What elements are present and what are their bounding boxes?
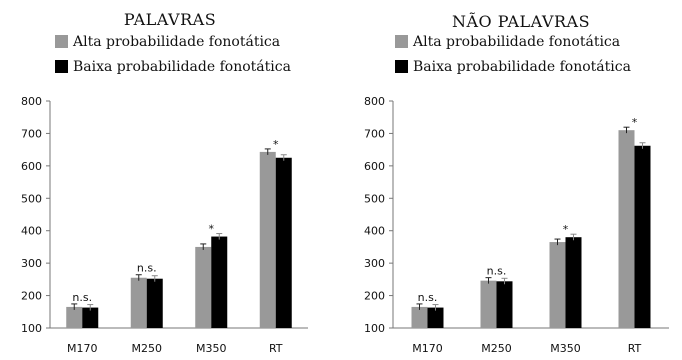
x-category-label: RT — [628, 342, 642, 355]
y-tick-label: 600 — [21, 160, 42, 173]
y-tick-label: 200 — [21, 290, 42, 303]
y-tick-label: 200 — [364, 290, 385, 303]
x-category-label: M250 — [132, 342, 163, 355]
y-tick-label: 500 — [364, 192, 385, 205]
significance-annotation: n.s. — [137, 262, 157, 275]
legend-swatch-0 — [395, 35, 408, 48]
significance-annotation: * — [209, 223, 215, 236]
legend-swatch-1 — [395, 60, 408, 73]
bar-m350-series-1 — [565, 237, 582, 328]
bar-m250-series-0 — [130, 277, 147, 328]
significance-annotation: n.s. — [72, 291, 92, 304]
bar-m250-series-1 — [146, 278, 163, 328]
bar-rt-series-0 — [259, 151, 276, 328]
significance-annotation: * — [273, 138, 279, 151]
significance-annotation: n.s. — [418, 291, 438, 304]
legend-label-0: Alta probabilidade fonotática — [412, 34, 620, 50]
chart-panel-palavras: PALAVRAS Alta probabilidade fonotática Bai… — [21, 10, 308, 355]
y-tick-label: 400 — [21, 225, 42, 238]
bar-m350-series-1 — [211, 236, 228, 328]
bar-m350-series-0 — [549, 242, 566, 328]
y-tick-label: 100 — [364, 322, 385, 335]
y-tick-label: 400 — [364, 225, 385, 238]
x-category-label: RT — [269, 342, 283, 355]
legend-label-1: Baixa probabilidade fonotática — [73, 59, 291, 75]
bar-rt-series-0 — [618, 130, 635, 328]
x-category-label: M170 — [412, 342, 443, 355]
legend-swatch-1 — [55, 60, 68, 73]
bar-m170-series-0 — [66, 306, 83, 328]
y-tick-label: 700 — [364, 127, 385, 140]
chart-title: NÃO PALAVRAS — [452, 11, 590, 31]
y-tick-label: 700 — [21, 127, 42, 140]
significance-annotation: n.s. — [487, 265, 507, 278]
bar-rt-series-1 — [634, 145, 651, 328]
bar-m250-series-0 — [480, 280, 497, 328]
significance-annotation: * — [632, 116, 638, 129]
y-tick-label: 800 — [21, 95, 42, 108]
x-category-label: M350 — [196, 342, 227, 355]
chart-title: PALAVRAS — [124, 10, 216, 29]
y-tick-label: 600 — [364, 160, 385, 173]
x-category-label: M350 — [550, 342, 581, 355]
y-tick-label: 800 — [364, 95, 385, 108]
bar-rt-series-1 — [275, 157, 292, 328]
chart-panel-nao-palavras: NÃO PALAVRAS Alta probabilidade fonotátic… — [364, 11, 669, 355]
legend-label-1: Baixa probabilidade fonotática — [413, 59, 631, 75]
legend-label-0: Alta probabilidade fonotática — [72, 34, 280, 50]
bar-m350-series-0 — [195, 246, 212, 328]
x-category-label: M170 — [67, 342, 98, 355]
x-category-label: M250 — [481, 342, 512, 355]
y-tick-label: 100 — [21, 322, 42, 335]
y-tick-label: 300 — [364, 257, 385, 270]
y-tick-label: 500 — [21, 192, 42, 205]
significance-annotation: * — [563, 223, 569, 236]
legend-swatch-0 — [55, 35, 68, 48]
y-tick-label: 300 — [21, 257, 42, 270]
bar-m170-series-1 — [427, 307, 444, 328]
bar-m250-series-1 — [496, 281, 513, 328]
bar-m170-series-0 — [411, 306, 428, 328]
bar-m170-series-1 — [82, 307, 99, 328]
